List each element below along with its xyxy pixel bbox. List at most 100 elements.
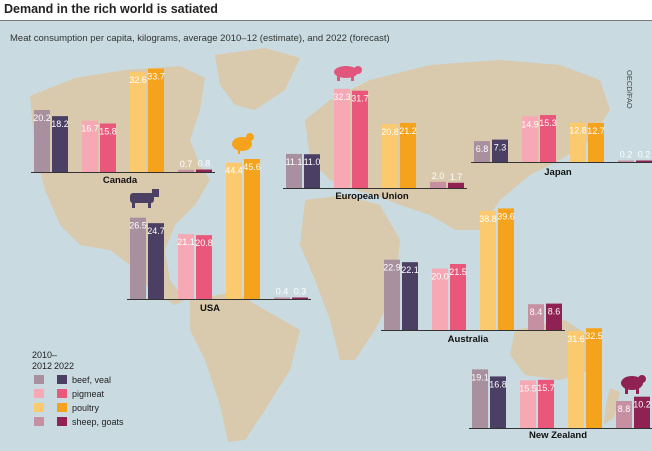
bar-poultry-2010 (382, 124, 398, 188)
bar-beef-2010 (474, 141, 490, 162)
map-greenland (215, 48, 300, 110)
bar-sheep-2022 (292, 297, 308, 299)
data-label: 20.2 (33, 113, 51, 123)
map-africa (300, 195, 400, 360)
country-label: Canada (103, 175, 138, 186)
bar-sheep-2010 (178, 169, 194, 172)
data-label: 16.8 (489, 379, 507, 389)
bar-pig-2022 (538, 379, 554, 428)
legend-header-2022: 2022 (54, 361, 74, 371)
data-label: 8.4 (530, 307, 543, 317)
bar-beef-2010 (384, 259, 400, 330)
country-label: USA (200, 303, 220, 314)
chart-title: Demand in the rich world is satiated (4, 2, 218, 16)
data-label: 26.5 (129, 221, 147, 231)
bar-beef-2022 (402, 262, 418, 330)
data-label: 32.3 (333, 92, 351, 102)
bar-sheep-2010 (274, 297, 290, 299)
bar-pig-2022 (540, 115, 556, 162)
legend-swatch-2022 (57, 403, 67, 412)
bar-poultry-2022 (400, 122, 416, 188)
legend-swatch-2010 (34, 389, 44, 398)
bar-pig-2010 (432, 268, 448, 330)
bar-beef-2010 (130, 217, 146, 299)
data-label: 33.7 (147, 72, 165, 82)
data-label: 21.1 (177, 237, 195, 247)
bar-sheep-2010 (616, 400, 632, 428)
bar-pig-2010 (520, 380, 536, 428)
bar-poultry-2010 (570, 122, 586, 162)
bar-beef-2022 (490, 376, 506, 428)
bar-pig-2022 (100, 123, 116, 172)
bar-sheep-2022 (636, 160, 652, 162)
bar-poultry-2022 (148, 68, 164, 172)
data-label: 22.9 (383, 263, 401, 273)
data-label: 1.7 (450, 172, 463, 182)
data-label: 2.0 (432, 171, 445, 181)
data-label: 6.8 (476, 144, 489, 154)
legend-swatch-2022 (57, 375, 67, 384)
data-label: 0.2 (620, 150, 633, 160)
data-label: 18.2 (51, 119, 69, 129)
bar-poultry-2022 (586, 328, 602, 428)
legend-swatch-2022 (57, 417, 67, 426)
legend-swatch-2022 (57, 389, 67, 398)
data-label: 32.5 (585, 331, 603, 341)
country-label: New Zealand (529, 430, 587, 441)
bar-sheep-2022 (448, 182, 464, 188)
bar-poultry-2022 (244, 159, 260, 299)
data-label: 21.5 (449, 267, 467, 277)
cow-icon (130, 189, 159, 208)
legend-swatch-2010 (34, 417, 44, 426)
legend-label-sheep: sheep, goats (72, 417, 124, 427)
country-chart-new-zealand: 19.116.8 15.5 15.7 31.6 32.5 8.8 10.2 New Zeala… (469, 328, 652, 441)
legend-label-poultry: poultry (72, 403, 100, 413)
data-label: 12.8 (569, 126, 587, 136)
data-label: 0.4 (276, 287, 289, 297)
data-label: 8.6 (548, 307, 561, 317)
map-new-zealand (604, 388, 620, 424)
data-label: 0.7 (180, 159, 193, 169)
data-label: 11.1 (286, 157, 303, 167)
data-label: 15.8 (99, 126, 117, 136)
bar-pig-2010 (82, 120, 98, 172)
bar-poultry-2010 (226, 162, 242, 299)
bar-beef-2010 (286, 153, 302, 188)
map-north-america (30, 66, 210, 305)
bar-sheep-2022 (546, 303, 562, 330)
data-label: 19.1 (471, 372, 489, 382)
chicken-icon (232, 133, 254, 154)
data-label: 45.6 (243, 162, 261, 172)
map-europe-asia (305, 60, 610, 230)
bar-sheep-2010 (618, 160, 634, 162)
bar-poultry-2010 (130, 71, 146, 172)
data-label: 0.3 (294, 287, 307, 297)
legend-header-2010: 2010– 2012 (32, 350, 57, 371)
legend-swatch-2010 (34, 375, 44, 384)
country-chart-canada: 20.218.2 16.7 15.8 32.6 33.7 0.7 0.8 Canada (31, 68, 215, 186)
bar-beef-2022 (492, 139, 508, 162)
bar-pig-2022 (352, 90, 368, 188)
bar-pig-2010 (522, 116, 538, 162)
country-chart-european-union: 11.1 11.0 32.3 31.7 20.8 21.2 2.0 1.7 European U… (283, 88, 467, 202)
country-chart-australia: 22.9 22.1 20.0 21.5 38.8 39.6 8.4 8.6 Australia (381, 208, 565, 345)
data-label: 15.7 (537, 383, 555, 393)
bar-sheep-2010 (528, 304, 544, 330)
legend: 2010– 2012 2022 beef, veal pigmeat poultry she… (32, 350, 124, 427)
data-label: 44.4 (225, 166, 243, 176)
data-label: 38.8 (479, 214, 497, 224)
data-label: 0.2 (638, 150, 651, 160)
data-label: 32.6 (129, 75, 147, 85)
bar-beef-2022 (52, 116, 68, 172)
bar-sheep-2022 (196, 169, 212, 172)
legend-label-pig: pigmeat (72, 389, 105, 399)
bar-beef-2022 (148, 223, 164, 299)
data-label: 39.6 (497, 211, 515, 221)
data-label: 16.7 (81, 124, 99, 134)
legend-label-beef: beef, veal (72, 375, 111, 385)
legend-swatch-2010 (34, 403, 44, 412)
bar-beef-2022 (304, 154, 320, 188)
data-label: 24.7 (147, 226, 165, 236)
bar-sheep-2022 (634, 396, 650, 428)
bar-pig-2022 (196, 235, 212, 299)
